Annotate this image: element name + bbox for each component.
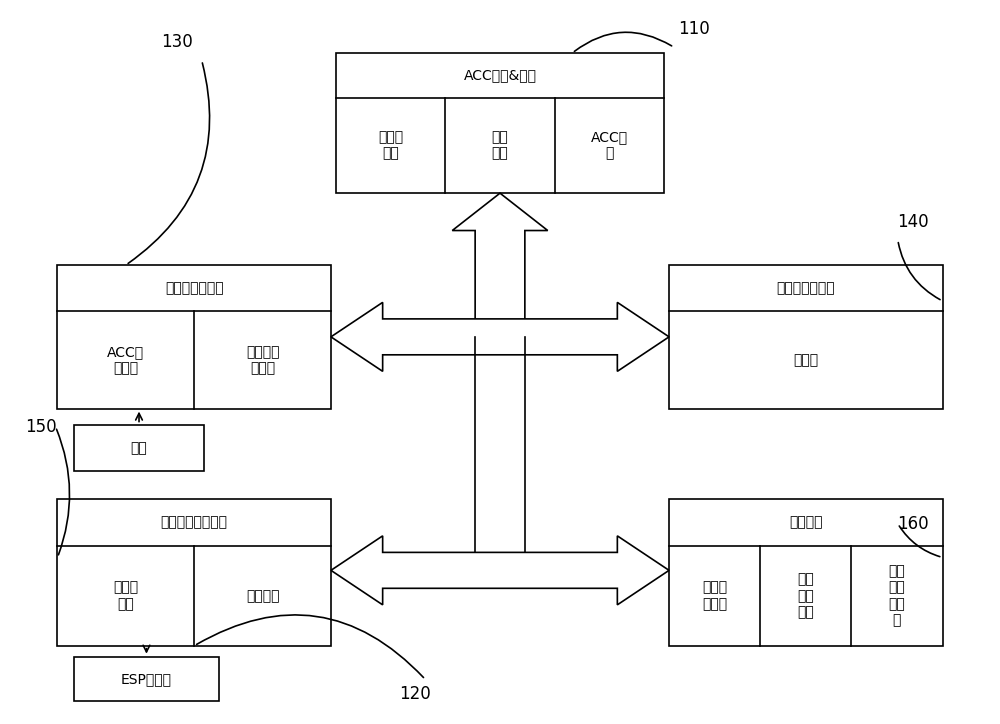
Text: 显示目
标速度: 显示目 标速度 bbox=[702, 581, 727, 611]
Bar bbox=[669, 265, 943, 409]
Polygon shape bbox=[331, 303, 669, 371]
Text: 发动机扭
矩控制: 发动机扭 矩控制 bbox=[246, 345, 279, 375]
Text: 仪表单元: 仪表单元 bbox=[789, 515, 823, 529]
Text: 显示
车间
时距: 显示 车间 时距 bbox=[797, 573, 814, 619]
Text: 变速器控制单元: 变速器控制单元 bbox=[776, 281, 835, 295]
Text: 开关: 开关 bbox=[131, 441, 147, 455]
Text: 150: 150 bbox=[25, 418, 56, 436]
Text: 140: 140 bbox=[897, 213, 929, 231]
Bar bbox=[336, 53, 664, 193]
Text: 雷达收
发器: 雷达收 发器 bbox=[378, 130, 403, 161]
Text: ACC传感&控制: ACC传感&控制 bbox=[464, 69, 536, 83]
Text: 信号
处理: 信号 处理 bbox=[492, 130, 508, 161]
Text: 信号预
处理: 信号预 处理 bbox=[113, 581, 138, 611]
Bar bbox=[74, 657, 219, 701]
Text: 电子稳定程序单元: 电子稳定程序单元 bbox=[161, 515, 228, 529]
Bar bbox=[74, 424, 204, 471]
Text: 110: 110 bbox=[678, 20, 710, 38]
Bar bbox=[475, 337, 525, 571]
Text: 130: 130 bbox=[161, 33, 193, 51]
Text: ACC输
入信号: ACC输 入信号 bbox=[107, 345, 144, 375]
Text: ESP传感器: ESP传感器 bbox=[121, 672, 172, 686]
Bar bbox=[57, 499, 331, 646]
Text: 发动机管理系统: 发动机管理系统 bbox=[165, 281, 224, 295]
Text: 160: 160 bbox=[897, 515, 929, 533]
Text: 传动比: 传动比 bbox=[793, 353, 818, 367]
Text: ACC控
制: ACC控 制 bbox=[591, 130, 628, 161]
Text: 120: 120 bbox=[400, 685, 431, 703]
Text: 显示
探测
到目
标: 显示 探测 到目 标 bbox=[889, 565, 905, 627]
Text: 减速控制: 减速控制 bbox=[246, 589, 279, 602]
Bar bbox=[669, 499, 943, 646]
Polygon shape bbox=[331, 536, 669, 605]
Bar bbox=[57, 265, 331, 409]
Polygon shape bbox=[452, 193, 548, 337]
